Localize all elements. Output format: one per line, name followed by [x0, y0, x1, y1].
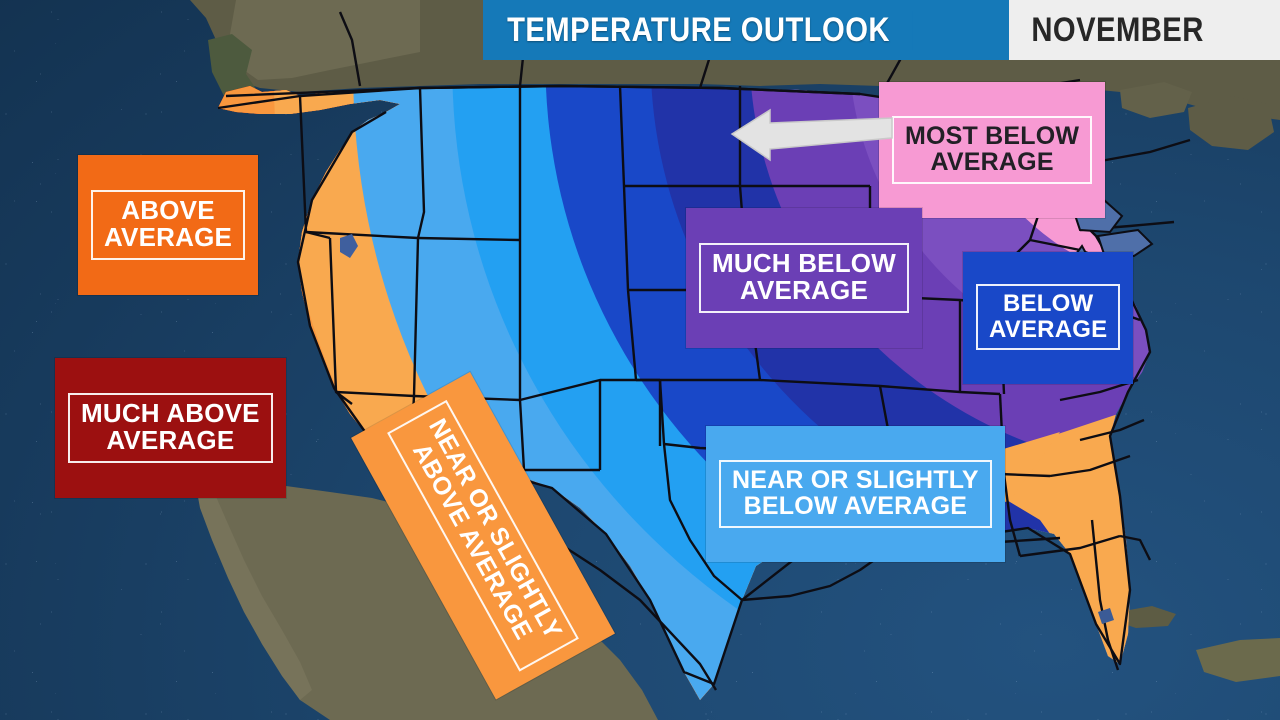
- callout-much-above-average: MUCH ABOVE AVERAGE: [55, 358, 286, 499]
- callout-much-below-average: MUCH BELOW AVERAGE: [686, 208, 922, 349]
- callout-most-below-average-text: MOST BELOW AVERAGE: [892, 115, 1093, 184]
- callout-near-or-slightly-below-average: NEAR OR SLIGHTLY BELOW AVERAGE: [706, 426, 1005, 562]
- callout-below-average-text: BELOW AVERAGE: [976, 284, 1121, 351]
- callout-most-below-average: MOST BELOW AVERAGE: [879, 82, 1106, 218]
- callout-much-below-average-text: MUCH BELOW AVERAGE: [699, 242, 909, 313]
- callout-above-average: ABOVE AVERAGE: [78, 155, 259, 296]
- callout-near-or-slightly-below-average-text: NEAR OR SLIGHTLY BELOW AVERAGE: [719, 459, 992, 528]
- title-main-block: TEMPERATURE OUTLOOK: [483, 0, 1009, 60]
- month-label: NOVEMBER: [1031, 10, 1204, 49]
- page-title: TEMPERATURE OUTLOOK: [483, 10, 913, 50]
- callout-below-average: BELOW AVERAGE: [963, 252, 1134, 384]
- callout-above-average-text: ABOVE AVERAGE: [91, 189, 246, 260]
- callout-much-above-average-text: MUCH ABOVE AVERAGE: [68, 392, 273, 463]
- title-bar: TEMPERATURE OUTLOOK NOVEMBER: [483, 0, 1280, 60]
- title-month-block: NOVEMBER: [1009, 0, 1280, 60]
- most-below-pointer-arrow: [730, 108, 893, 162]
